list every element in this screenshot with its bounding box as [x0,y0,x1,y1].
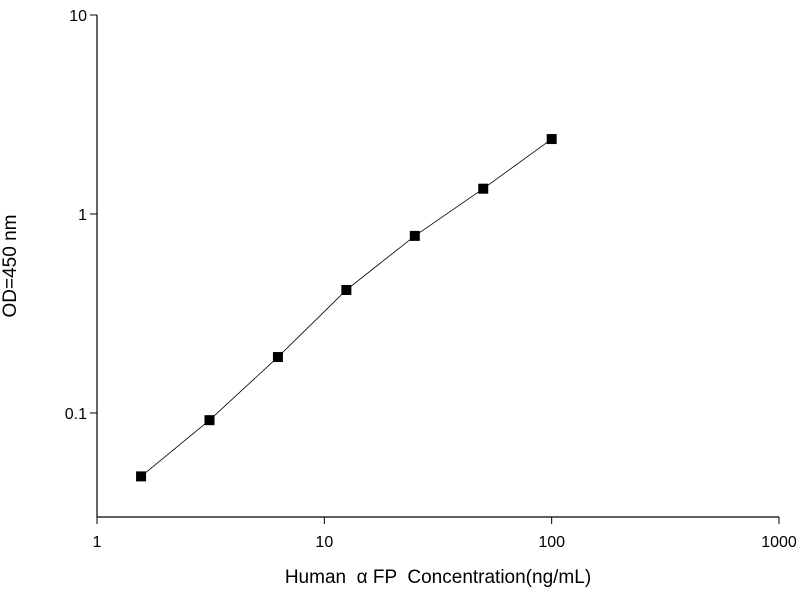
y-tick-label: 0.1 [65,406,87,423]
data-point [136,471,147,482]
y-tick-label: 10 [69,8,87,25]
x-axis-title: Human α FP Concentration(ng/mL) [285,567,591,588]
x-tick-label: 100 [538,534,565,551]
data-point [272,352,283,363]
y-tick-label: 1 [78,207,87,224]
data-point [546,134,557,145]
x-tick-label: 10 [315,534,333,551]
x-tick-label: 1 [93,534,102,551]
data-point [409,230,420,241]
data-point [478,183,489,194]
y-axis-title: OD=450 nm [0,215,21,318]
data-point [341,284,352,295]
data-point [204,415,215,426]
x-tick-label: 1000 [761,534,797,551]
data-line [140,138,552,477]
